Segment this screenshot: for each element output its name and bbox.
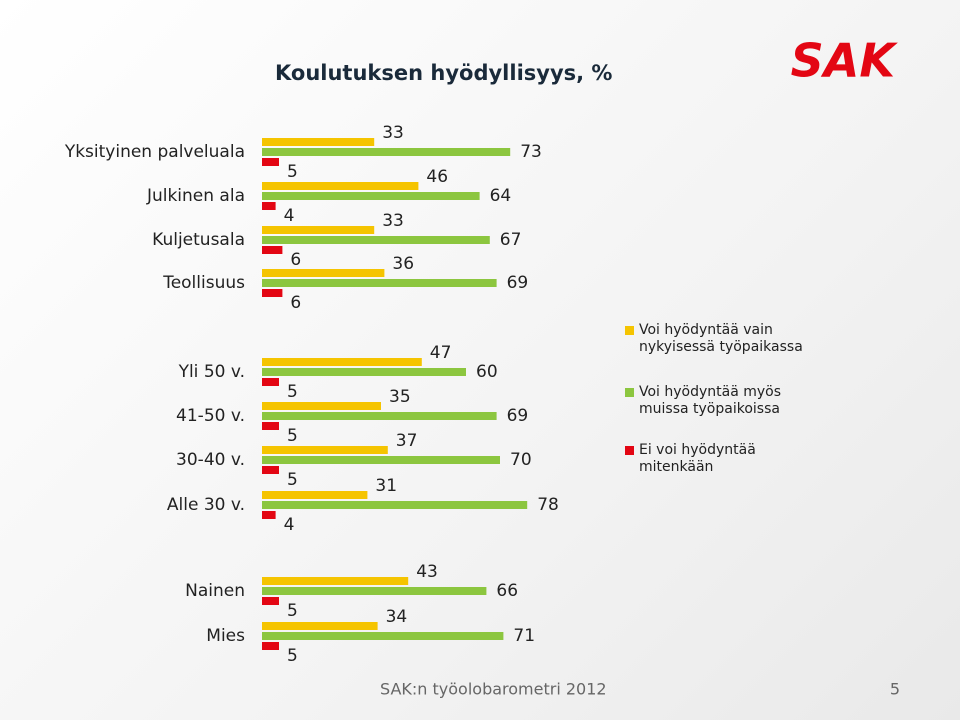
category-label: Teollisuus [162,273,245,293]
bar [262,577,409,585]
legend-swatch [625,388,634,397]
legend-swatch [625,446,634,455]
category-label: Kuljetusala [152,230,245,250]
category-label: Mies [206,626,245,646]
value-label: 6 [290,250,301,270]
value-label: 31 [375,476,397,496]
value-label: 37 [396,431,418,451]
slide-title: Koulutuksen hyödyllisyys, % [275,61,612,85]
value-label: 47 [430,343,452,363]
bar [262,491,368,499]
bar [262,246,283,254]
bar [262,269,385,277]
value-label: 4 [284,515,295,535]
bar [262,148,511,156]
category-label: Nainen [185,581,245,601]
bar [262,226,375,234]
value-label: 36 [392,254,414,274]
logo: SAK [791,34,899,88]
category-label: Yli 50 v. [178,362,245,382]
value-label: 69 [507,406,529,426]
bar [262,236,490,244]
bar [262,202,276,210]
value-label: 43 [416,562,438,582]
bar [262,192,480,200]
category-label: Yksityinen palveluala [64,142,245,162]
value-label: 70 [510,450,532,470]
bar [262,587,487,595]
legend-label: Voi hyödyntää myös muissa työpaikoissa [639,384,782,417]
value-label: 35 [389,387,411,407]
value-label: 5 [287,382,298,402]
bar [262,422,279,430]
bar [262,622,378,630]
category-label: 41-50 v. [176,406,245,426]
category-label: 30-40 v. [176,450,245,470]
bar [262,642,279,650]
legend-label: Voi hyödyntää vain nykyisessä työpaikass… [639,322,803,355]
legend-entry: Ei voi hyödyntää mitenkään [625,442,825,476]
value-label: 64 [490,186,512,206]
bar [262,511,276,519]
legend-swatch [625,326,634,335]
bar [262,138,375,146]
value-label: 60 [476,362,498,382]
bar [262,402,381,410]
bar [262,279,497,287]
bar [262,597,279,605]
legend-entry: Voi hyödyntää myös muissa työpaikoissa [625,384,825,418]
value-label: 6 [290,293,301,313]
bar [262,456,500,464]
bar [262,632,504,640]
value-label: 5 [287,162,298,182]
value-label: 69 [507,273,529,293]
value-label: 33 [382,211,404,231]
value-label: 5 [287,426,298,446]
value-label: 78 [537,495,559,515]
value-label: 5 [287,646,298,666]
value-label: 4 [284,206,295,226]
bar [262,412,497,420]
footer: SAK:n työolobarometri 2012 [380,680,607,699]
value-label: 5 [287,601,298,621]
value-label: 71 [513,626,535,646]
value-label: 34 [386,607,408,627]
legend-label: Ei voi hyödyntää mitenkään [639,442,756,475]
bar [262,289,283,297]
category-label: Alle 30 v. [167,495,245,515]
bar [262,466,279,474]
bar [262,182,419,190]
bar [262,358,422,366]
category-label: Julkinen ala [146,186,245,206]
value-label: 33 [382,123,404,143]
bar [262,378,279,386]
value-label: 5 [287,470,298,490]
legend-entry: Voi hyödyntää vain nykyisessä työpaikass… [625,322,825,356]
bar [262,158,279,166]
bar [262,501,528,509]
value-label: 67 [500,230,522,250]
bar [262,368,466,376]
value-label: 46 [426,167,448,187]
value-label: 66 [496,581,518,601]
page-number: 5 [890,680,900,699]
bar [262,446,388,454]
value-label: 73 [520,142,542,162]
